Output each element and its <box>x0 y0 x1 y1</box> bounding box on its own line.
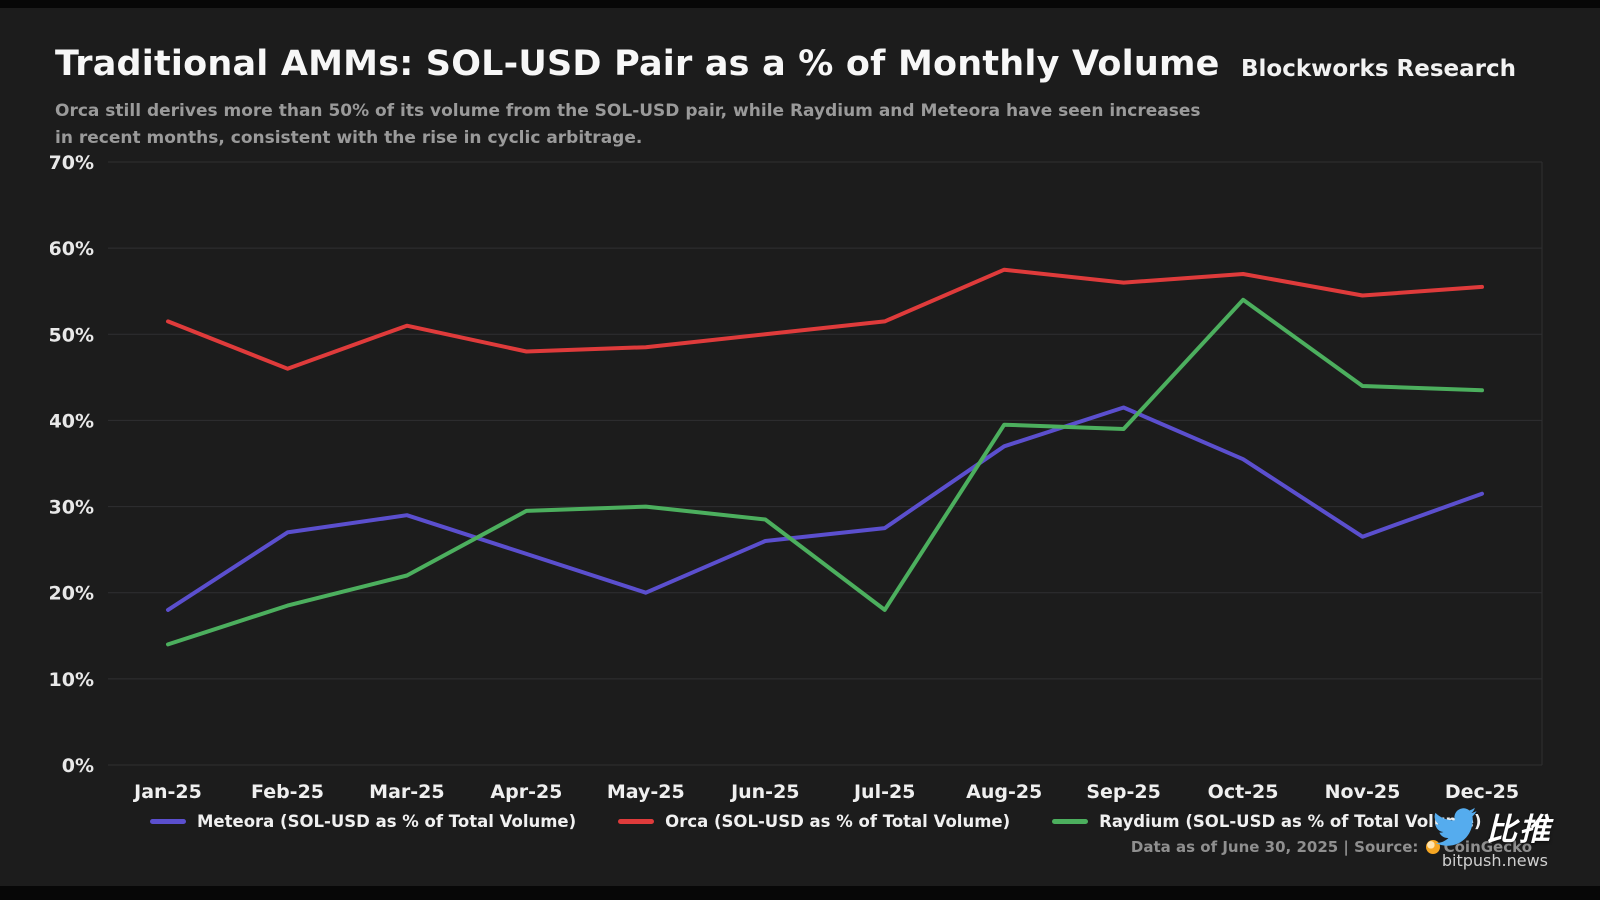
svg-text:60%: 60% <box>50 238 94 260</box>
twitter-bird-icon <box>1434 807 1477 846</box>
blockworks-research-logo: Blockworks Research <box>1240 56 1516 82</box>
svg-text:May-25: May-25 <box>607 781 685 803</box>
svg-text:40%: 40% <box>50 410 94 432</box>
bottom-border <box>0 886 1600 900</box>
subtitle-line-1: Orca still derives more than 50% of its … <box>55 101 1201 121</box>
svg-text:Aug-25: Aug-25 <box>966 781 1042 803</box>
chart-legend: Meteora (SOL-USD as % of Total Volume) O… <box>150 812 1482 831</box>
chart-subtitle: Orca still derives more than 50% of its … <box>55 98 1201 152</box>
svg-text:50%: 50% <box>50 324 94 346</box>
watermark-cn-text: 比推 <box>1486 812 1552 848</box>
subtitle-line-2: in recent months, consistent with the ri… <box>55 128 643 148</box>
legend-label-raydium: Raydium (SOL-USD as % of Total Volume) <box>1099 812 1482 831</box>
svg-text:0%: 0% <box>62 755 94 777</box>
top-border <box>0 0 1600 8</box>
svg-text:Mar-25: Mar-25 <box>369 781 444 803</box>
line-chart: 0% 10% 20% 30% 40% 50% 60% 70% Jan-25 Feb-25 Mar-2… <box>50 152 1543 803</box>
source-note-name: CoinGecko <box>1443 838 1532 856</box>
legend-label-orca: Orca (SOL-USD as % of Total Volume) <box>665 812 1011 831</box>
svg-text:70%: 70% <box>50 152 94 174</box>
svg-text:Jul-25: Jul-25 <box>852 781 915 803</box>
page-title: Traditional AMMs: SOL-USD Pair as a % of… <box>55 44 1220 84</box>
legend-item-meteora[interactable]: Meteora (SOL-USD as % of Total Volume) <box>150 812 576 831</box>
coingecko-logo-icon <box>1425 840 1440 854</box>
watermark-domain-text: bitpush.news <box>1441 851 1548 870</box>
svg-text:Nov-25: Nov-25 <box>1325 781 1401 803</box>
legend-swatch-meteora <box>150 819 186 824</box>
svg-text:Oct-25: Oct-25 <box>1208 781 1279 803</box>
bitpush-watermark: 比推 bitpush.news <box>1430 804 1552 870</box>
svg-text:10%: 10% <box>50 669 94 691</box>
svg-text:30%: 30% <box>50 497 94 519</box>
svg-text:Jan-25: Jan-25 <box>132 781 202 803</box>
legend-swatch-orca <box>618 819 655 824</box>
legend-item-orca[interactable]: Orca (SOL-USD as % of Total Volume) <box>618 812 1010 831</box>
svg-text:20%: 20% <box>50 583 94 605</box>
source-note-prefix: Data as of June 30, 2025 | Source: <box>1130 838 1424 856</box>
svg-text:Apr-25: Apr-25 <box>490 781 562 803</box>
svg-text:Dec-25: Dec-25 <box>1445 781 1519 803</box>
legend-item-raydium[interactable]: Raydium (SOL-USD as % of Total Volume) <box>1052 812 1482 831</box>
legend-swatch-raydium <box>1052 819 1089 824</box>
legend-label-meteora: Meteora (SOL-USD as % of Total Volume) <box>197 812 577 831</box>
source-note: Data as of June 30, 2025 | Source: CoinG… <box>1131 838 1532 856</box>
svg-text:Jun-25: Jun-25 <box>729 781 799 803</box>
svg-text:Feb-25: Feb-25 <box>251 781 324 803</box>
svg-text:Sep-25: Sep-25 <box>1086 781 1161 803</box>
